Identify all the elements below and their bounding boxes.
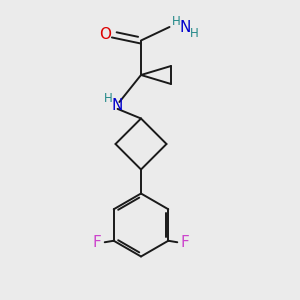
- Text: H: H: [104, 92, 113, 106]
- Text: N: N: [179, 20, 191, 35]
- Text: N: N: [112, 98, 123, 112]
- Text: F: F: [180, 235, 189, 250]
- Text: F: F: [93, 235, 102, 250]
- Text: H: H: [190, 27, 199, 40]
- Text: H: H: [172, 15, 181, 28]
- Text: O: O: [99, 27, 111, 42]
